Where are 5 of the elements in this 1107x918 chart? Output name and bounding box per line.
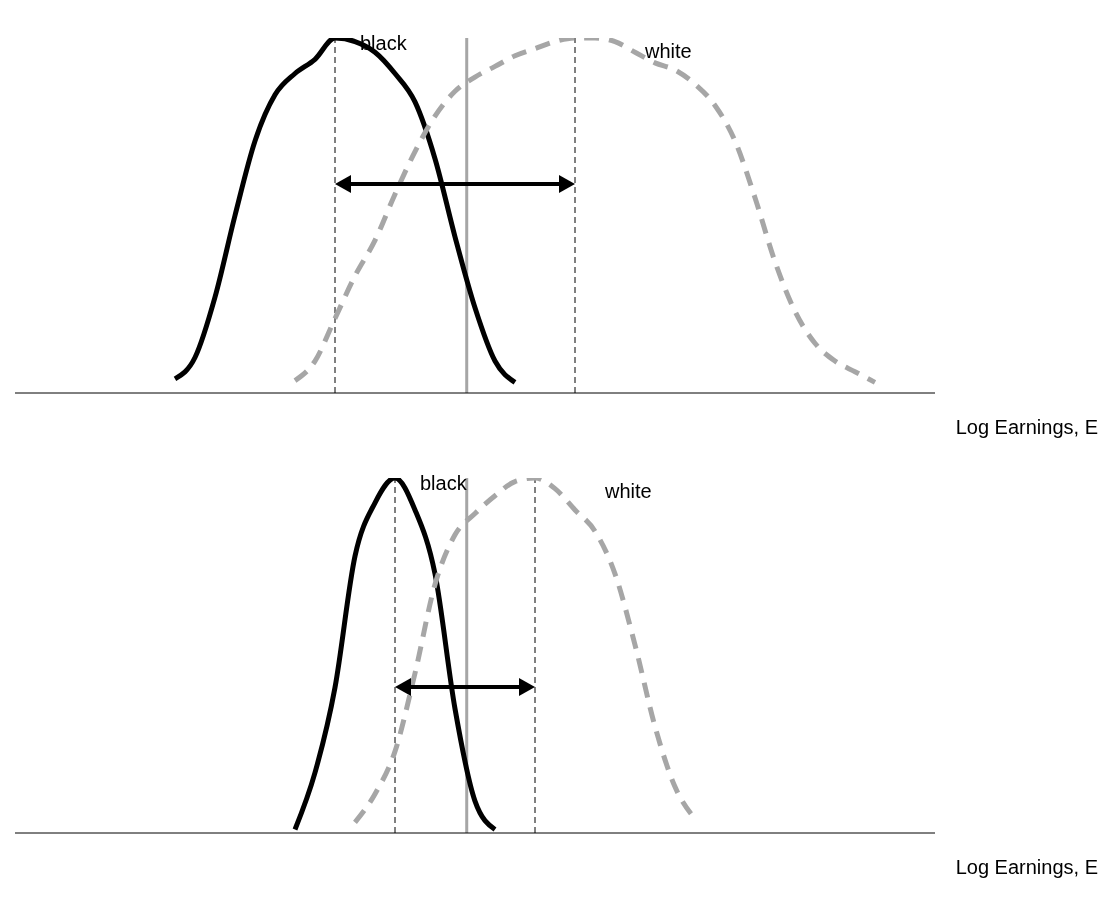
series-label: black — [420, 472, 468, 494]
x-axis-title: Log Earnings, E — [955, 856, 1098, 879]
series-label: white — [604, 480, 652, 502]
series-label: white — [644, 40, 692, 62]
x-axis-title: Log Earnings, E — [955, 416, 1098, 439]
